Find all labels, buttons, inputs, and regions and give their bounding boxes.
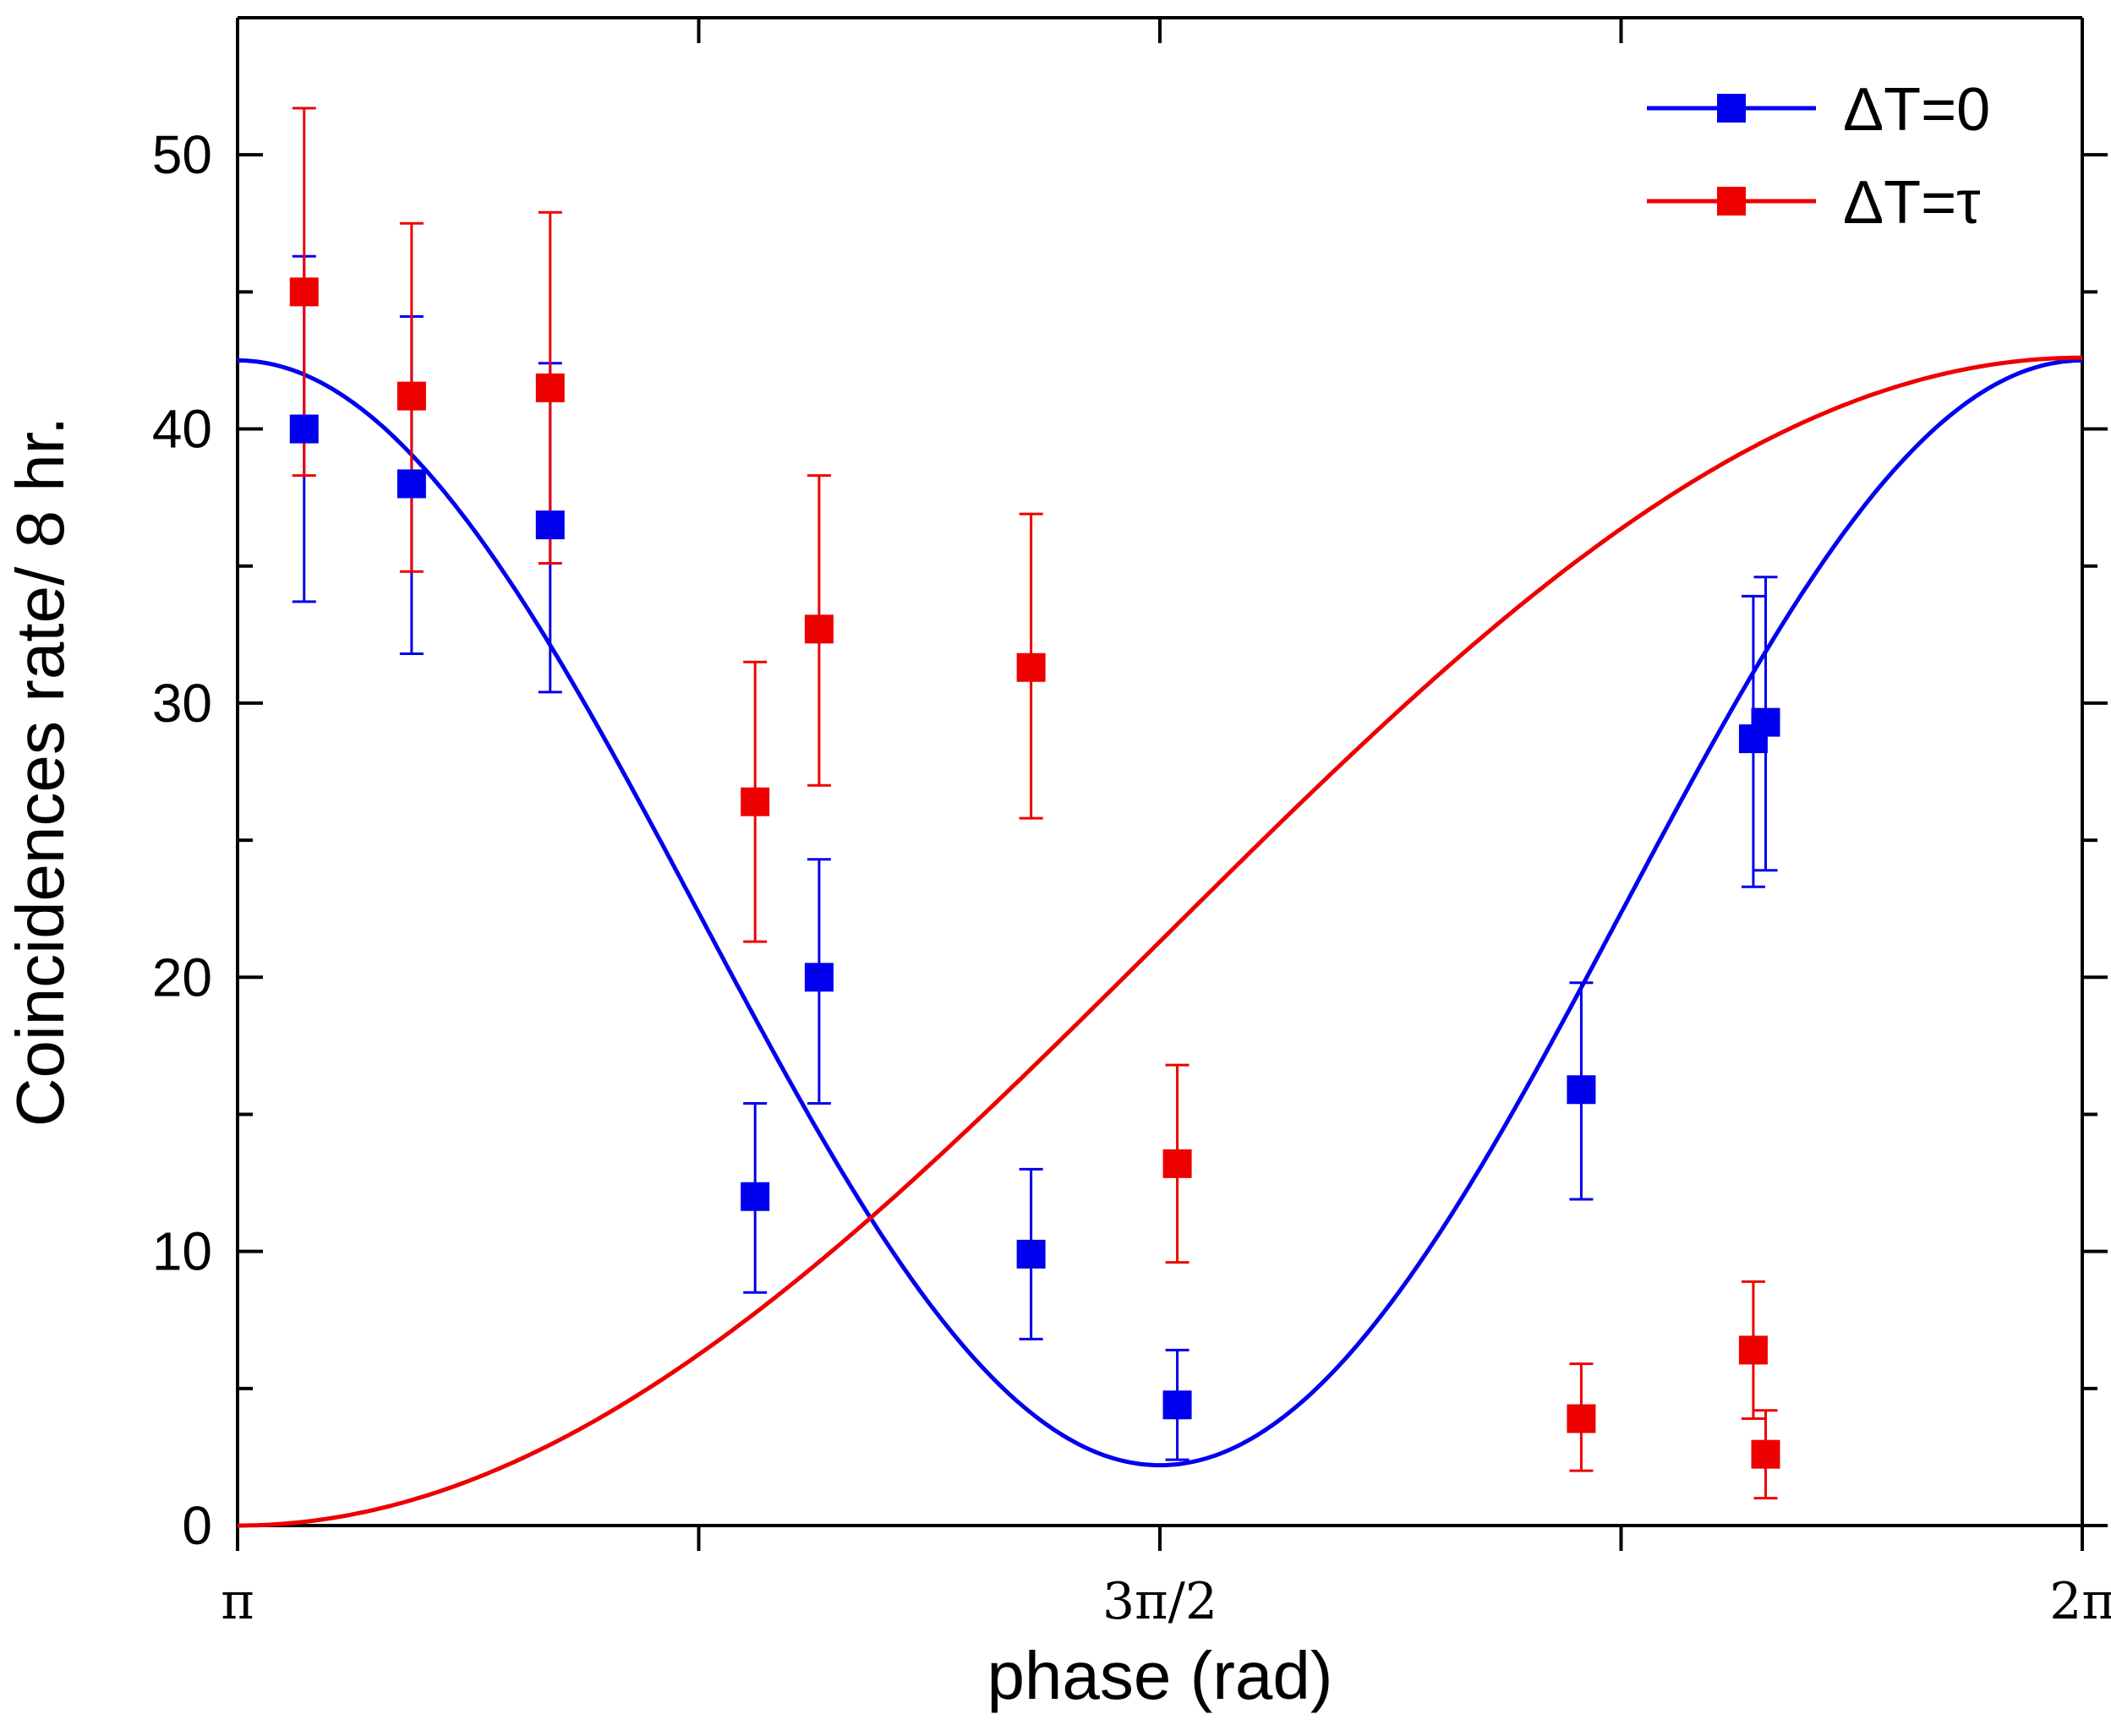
x-tick-label: π (221, 1572, 254, 1631)
y-tick-label: 0 (182, 1495, 212, 1556)
data-point-dt0 (1567, 1075, 1596, 1105)
data-markers (289, 277, 1780, 1469)
data-point-dt0 (804, 963, 834, 992)
data-point-dttau (289, 277, 319, 307)
data-point-dt0 (1162, 1390, 1192, 1420)
fit-curves (238, 355, 2082, 1528)
data-point-dttau (396, 381, 426, 411)
data-point-dttau (804, 614, 834, 644)
y-tick-label: 50 (152, 124, 212, 185)
y-tick-label: 20 (152, 947, 212, 1007)
legend-label-dt0: ΔT=0 (1843, 76, 1990, 144)
data-point-dttau (1738, 1335, 1768, 1365)
y-tick-label: 30 (152, 673, 212, 734)
data-point-dttau (1162, 1149, 1192, 1178)
fit-curve-dt0 (238, 358, 2082, 1468)
data-point-dt0 (396, 469, 426, 499)
y-tick-label: 40 (152, 399, 212, 460)
data-point-dttau (1016, 652, 1046, 682)
x-tick-label: 3π/2 (1102, 1572, 1217, 1631)
data-point-dt0 (741, 1182, 770, 1211)
data-point-dttau (535, 373, 565, 402)
legend-marker-dttau (1717, 187, 1746, 216)
legend-label-dttau: ΔT=τ (1843, 169, 1981, 237)
error-bars (292, 106, 1778, 1500)
x-tick-label: 2π (2049, 1572, 2111, 1631)
y-tick-label: 10 (152, 1221, 212, 1282)
x-axis-title: phase (rad) (987, 1638, 1332, 1713)
data-point-dt0 (1016, 1239, 1046, 1269)
legend: ΔT=0 ΔT=τ (1647, 76, 1990, 237)
data-point-dttau (1751, 1439, 1780, 1469)
ticks: π 3π/2 2π 0 10 20 30 40 50 (152, 18, 2111, 1631)
legend-marker-dt0 (1717, 94, 1746, 123)
data-point-dt0 (1751, 707, 1780, 737)
y-axis-title: Coincidences rate/ 8 hr. (3, 417, 78, 1127)
fit-curve-dttau (238, 355, 2082, 1528)
data-point-dt0 (289, 414, 319, 444)
plot-frame (236, 16, 2084, 1527)
data-point-dttau (741, 787, 770, 816)
data-point-dt0 (535, 510, 565, 540)
data-point-dttau (1567, 1404, 1596, 1433)
